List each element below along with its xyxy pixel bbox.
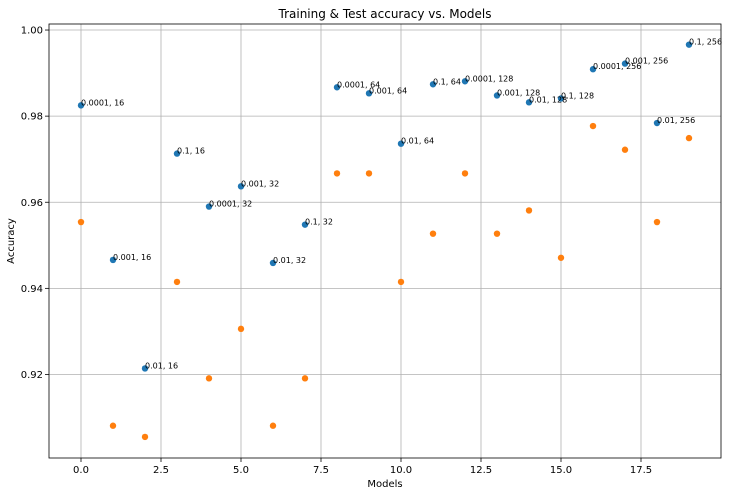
series-1-point — [365, 90, 373, 97]
point-annotation: 0.01, 64 — [401, 137, 434, 146]
series-1-point — [269, 259, 277, 267]
point-annotation: 0.1, 16 — [177, 147, 205, 156]
y-tick-label: 0.98 — [21, 112, 43, 123]
series-2-point — [365, 170, 373, 177]
point-annotation: 0.1, 32 — [305, 218, 333, 227]
point-annotation: 0.01, 256 — [657, 116, 695, 125]
x-tick-label: 7.5 — [313, 465, 329, 476]
plot-frame — [48, 23, 722, 459]
chart-title: Training & Test accuracy vs. Models — [278, 7, 492, 21]
x-tick-label: 5.0 — [233, 465, 249, 476]
series-1-point — [397, 140, 405, 147]
point-annotation: 0.0001, 128 — [465, 74, 513, 83]
point-annotation: 0.001, 256 — [625, 57, 668, 66]
series-2-point — [557, 254, 565, 261]
series-1-point — [685, 41, 693, 48]
series-1-point — [77, 102, 85, 109]
series-2-point — [333, 170, 341, 177]
series-1-point — [333, 84, 341, 91]
series-2-point — [205, 375, 213, 382]
point-annotation: 0.01, 128 — [529, 95, 567, 104]
y-axis-ticks: 0.92 0.94 0.96 0.98 1.00 — [21, 26, 49, 381]
point-annotations: 0.0001, 16 0.001, 16 0.01, 16 0.1, 16 0.0001… — [81, 38, 722, 371]
series-1-point — [109, 256, 117, 264]
y-axis-label: Accuracy — [6, 218, 17, 264]
series-1-point — [237, 183, 245, 190]
series-1-point — [141, 365, 149, 372]
series-1-point — [621, 60, 629, 67]
series-1-point — [461, 78, 469, 85]
series-2-point — [525, 207, 533, 214]
point-annotation: 0.0001, 32 — [209, 200, 252, 209]
series-1-point — [589, 66, 597, 73]
series-1-point — [525, 99, 533, 106]
point-annotation: 0.001, 128 — [497, 88, 540, 97]
point-annotation: 0.01, 32 — [273, 256, 306, 265]
series-1-point — [173, 150, 181, 157]
series-2-point — [397, 278, 405, 286]
y-tick-label: 0.94 — [21, 284, 43, 295]
y-tick-label: 1.00 — [21, 26, 43, 37]
point-annotation: 0.001, 16 — [113, 253, 151, 262]
x-tick-label: 0.0 — [73, 465, 89, 476]
series-2-point — [685, 134, 693, 142]
series-2-point — [653, 218, 661, 226]
y-tick-label: 0.92 — [21, 370, 43, 381]
point-annotation: 0.0001, 64 — [337, 80, 380, 89]
data-points — [77, 41, 693, 441]
series-2-point — [301, 375, 309, 382]
series-2-point — [429, 230, 437, 237]
x-axis-label: Models — [367, 479, 402, 490]
point-annotation: 0.0001, 16 — [81, 98, 124, 107]
x-tick-label: 17.5 — [630, 465, 652, 476]
x-tick-label: 10.0 — [390, 465, 412, 476]
y-tick-label: 0.96 — [21, 198, 43, 209]
series-2-point — [493, 230, 501, 237]
series-2-point — [269, 422, 277, 429]
grid-lines — [49, 24, 721, 458]
x-tick-label: 2.5 — [153, 465, 169, 476]
x-tick-label: 12.5 — [470, 465, 492, 476]
series-1-point — [653, 119, 661, 127]
series-1-point — [301, 221, 309, 228]
series-1-point — [557, 95, 565, 102]
series-2-point — [621, 146, 629, 153]
point-annotation: 0.01, 16 — [145, 361, 178, 370]
series-1-point — [205, 203, 213, 210]
series-2-point — [589, 122, 597, 130]
series-2-point — [237, 325, 245, 333]
series-1-point — [429, 81, 437, 88]
series-2-point — [109, 422, 117, 429]
point-annotation: 0.001, 32 — [241, 179, 279, 188]
point-annotation: 0.001, 64 — [369, 86, 407, 95]
series-2-point — [77, 218, 85, 226]
series-1-point — [493, 92, 501, 99]
series-2-point — [141, 433, 149, 441]
x-axis-ticks: 0.0 2.5 5.0 7.5 10.0 12.5 15.0 17.5 — [73, 458, 652, 476]
x-tick-label: 15.0 — [550, 465, 572, 476]
series-2-point — [461, 170, 469, 177]
point-annotation: 0.1, 256 — [689, 38, 722, 47]
point-annotation: 0.0001, 256 — [593, 62, 641, 71]
point-annotation: 0.1, 128 — [561, 91, 594, 100]
series-2-point — [173, 278, 181, 286]
point-annotation: 0.1, 64 — [433, 77, 461, 86]
